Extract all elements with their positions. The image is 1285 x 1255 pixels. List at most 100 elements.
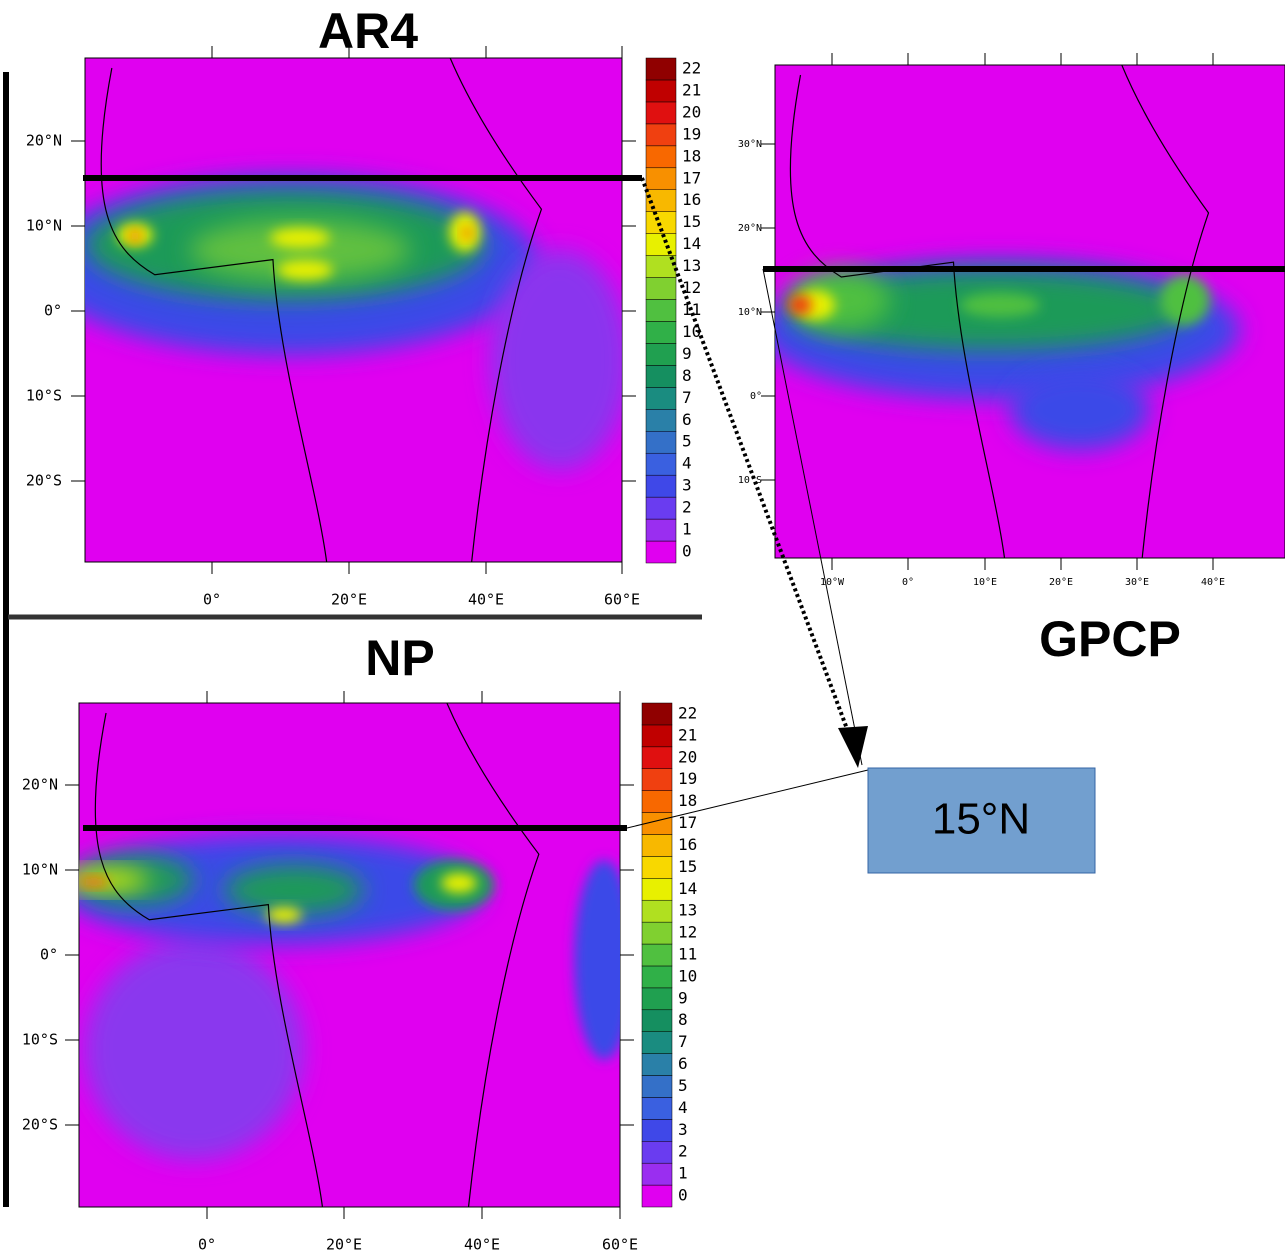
colorbar-label: 21 (678, 725, 697, 744)
panel-title: AR4 (318, 3, 418, 59)
colorbar-label: 0 (678, 1186, 688, 1205)
colorbar-swatch (645, 123, 677, 147)
colorbar-swatch (645, 431, 677, 454)
connector (626, 769, 869, 829)
colorbar-swatch (641, 921, 673, 945)
colorbar-label: 9 (678, 988, 688, 1007)
y-tick-label: 10°S (26, 387, 62, 405)
colorbar-swatch (645, 57, 677, 81)
colorbar-swatch (645, 365, 677, 388)
label-box (867, 767, 1096, 874)
precip-field (775, 65, 1240, 558)
y-tick-label: 0° (40, 946, 58, 964)
panel-title: NP (365, 630, 434, 686)
arrow-head (838, 726, 868, 768)
colorbar-swatch (645, 496, 677, 520)
colorbar-label: 7 (678, 1032, 688, 1051)
precip-blob (960, 293, 1040, 317)
precip-blob (574, 860, 620, 1060)
colorbar-swatch (641, 724, 673, 748)
colorbar-swatch (645, 452, 677, 476)
colorbar-label: 17 (678, 813, 697, 832)
panel-title: GPCP (1039, 611, 1181, 667)
colorbar-swatch (645, 321, 677, 344)
colorbar-label: 9 (682, 344, 692, 363)
y-tick-label: 10°S (22, 1031, 58, 1049)
colorbar-label: 5 (678, 1076, 688, 1095)
colorbar-swatch (645, 474, 677, 498)
colorbar-swatch (641, 1097, 673, 1120)
colorbar-label: 14 (678, 879, 697, 898)
x-tick-label: 0° (902, 577, 914, 588)
y-tick-label: 30°N (738, 139, 762, 150)
precip-blob (462, 227, 472, 239)
y-tick-label: 10°S (738, 475, 762, 486)
colorbar-swatch (641, 702, 673, 726)
colorbar-swatch (641, 790, 673, 813)
colorbar-swatch (641, 1184, 673, 1208)
colorbar-label: 18 (682, 146, 701, 165)
colorbar-swatch (645, 167, 677, 190)
colorbar-label: 19 (682, 124, 701, 143)
colorbar-swatch (641, 1053, 673, 1076)
colorbar-label: 1 (678, 1164, 688, 1183)
precip-blob (79, 877, 109, 887)
colorbar-swatch (645, 79, 677, 103)
y-tick-label: 20°S (22, 1116, 58, 1134)
precip-blob (224, 865, 364, 915)
precip-blob (788, 295, 812, 315)
colorbar-label: 16 (678, 835, 697, 854)
precip-field (85, 58, 622, 562)
precip-blob (1010, 370, 1150, 450)
colorbar-swatch (645, 387, 677, 410)
x-tick-label: 0° (203, 591, 221, 609)
colorbar-label: 10 (678, 966, 697, 985)
colorbar-label: 16 (682, 190, 701, 209)
colorbar-swatch (641, 746, 673, 769)
x-tick-label: 60°E (602, 1236, 638, 1254)
x-tick-label: 30°E (1125, 577, 1149, 588)
colorbar-label: 15 (678, 857, 697, 876)
colorbar-swatch (641, 899, 673, 923)
colorbar-swatch (645, 540, 677, 564)
x-tick-label: 20°E (1049, 577, 1073, 588)
colorbar-label: 12 (678, 923, 697, 942)
colorbar-swatch (641, 965, 673, 989)
colorbar-label: 7 (682, 388, 692, 407)
colorbar-label: 22 (682, 58, 701, 77)
y-tick-label: 0° (750, 391, 762, 402)
y-tick-label: 20°N (22, 776, 58, 794)
colorbar-label: 21 (682, 80, 701, 99)
colorbar-swatch (641, 856, 673, 879)
precip-blob (277, 260, 333, 280)
colorbar-label: 13 (678, 901, 697, 920)
colorbar-swatch (641, 834, 673, 857)
colorbar-label: 14 (682, 234, 701, 253)
colorbar-label: 22 (678, 703, 697, 722)
colorbar-swatch (641, 1009, 673, 1032)
y-tick-label: 0° (44, 302, 62, 320)
colorbar-swatch (641, 768, 673, 791)
colorbar-swatch (645, 518, 677, 542)
colorbar-label: 19 (678, 769, 697, 788)
y-tick-label: 10°N (26, 217, 62, 235)
colorbar-label: 3 (682, 476, 692, 495)
x-tick-label: 40°E (1201, 577, 1225, 588)
colorbar-swatch (641, 1141, 673, 1164)
colorbar-swatch (641, 1075, 673, 1098)
map-panel: NP0° 20°E 40°E 60°E20°N10°N0°10°S20°S012345… (22, 630, 697, 1253)
colorbar-label: 6 (678, 1054, 688, 1073)
x-tick-label: 10°E (973, 577, 997, 588)
precip-blob (270, 228, 330, 248)
colorbar-label: 6 (682, 410, 692, 429)
colorbar-swatch (645, 343, 677, 366)
x-tick-label: 20°E (331, 591, 367, 609)
coastline (789, 65, 1210, 558)
y-tick-label: 20°S (26, 472, 62, 490)
colorbar-label: 17 (682, 168, 701, 187)
arrow (640, 177, 855, 746)
map-panel: GPCP 10°W 0° 10°E 20°E 30°E 40°E 30°N 20°N 10°N 0°… (738, 53, 1285, 667)
colorbar-label: 0 (682, 542, 692, 561)
